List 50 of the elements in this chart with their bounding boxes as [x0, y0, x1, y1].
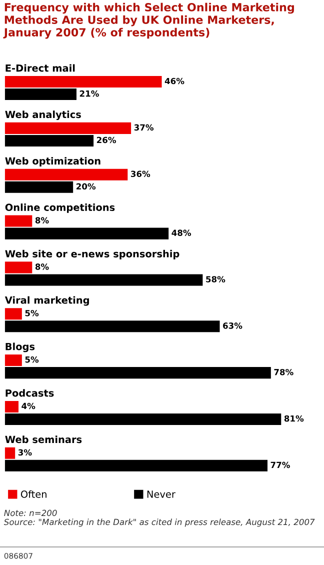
bar	[4, 215, 32, 227]
data-label: 20%	[76, 183, 96, 190]
y-tick-label: E-Direct mail	[6, 64, 75, 72]
data-label: 81%	[284, 415, 304, 422]
bar	[4, 354, 22, 366]
bar	[4, 122, 132, 134]
bar	[4, 181, 74, 193]
data-label: 58%	[206, 276, 226, 282]
data-label: 48%	[172, 230, 192, 236]
data-label: 78%	[274, 368, 294, 376]
data-label: 36%	[130, 170, 150, 178]
bar	[4, 460, 268, 472]
data-label: 26%	[96, 136, 116, 144]
bar	[4, 400, 19, 412]
data-label: 8%	[35, 217, 49, 224]
bar	[4, 274, 203, 286]
text: Note: n=200	[4, 510, 57, 516]
y-tick-label: Online competitions	[5, 203, 115, 213]
data-label: 5%	[25, 310, 39, 316]
y-tick-label: Blogs	[6, 342, 35, 352]
y-tick-label: Web seminars	[5, 436, 82, 444]
data-label: 3%	[18, 449, 32, 456]
legend-label: Often	[20, 490, 46, 498]
bar	[4, 308, 22, 320]
bar	[4, 228, 169, 240]
bar	[4, 76, 162, 88]
data-label: 37%	[134, 124, 154, 131]
data-label: 63%	[223, 322, 242, 329]
bar	[4, 447, 16, 459]
bar	[4, 134, 94, 146]
y-tick-label: Viral marketing	[4, 296, 89, 306]
source-note: Source: "Marketing in the Dark" as cited in press release, August 21, 2007	[4, 518, 315, 527]
data-label: 77%	[270, 462, 290, 468]
bar	[4, 262, 32, 274]
bar	[4, 320, 220, 332]
bar	[4, 367, 271, 379]
data-label: 4%	[22, 402, 36, 410]
legend-label: Never	[147, 490, 176, 498]
y-tick-label: Web site or e-news sponsorship	[5, 250, 180, 260]
chart-title: Frequency with which Select Online Marketing Methods Are Used by UK Online Marketers, January 2007 (% of respondents)	[3, 2, 294, 39]
data-label: 46%	[164, 78, 184, 84]
data-label: 5%	[25, 356, 39, 363]
bar	[4, 168, 128, 180]
y-tick-label: Web optimization	[5, 157, 100, 166]
y-tick-label: Web analytics	[5, 110, 81, 120]
bar	[4, 413, 282, 426]
y-tick-label: Podcasts	[6, 389, 54, 397]
bar	[4, 88, 76, 100]
data-label: 21%	[80, 90, 99, 97]
data-label: 8%	[35, 264, 49, 270]
